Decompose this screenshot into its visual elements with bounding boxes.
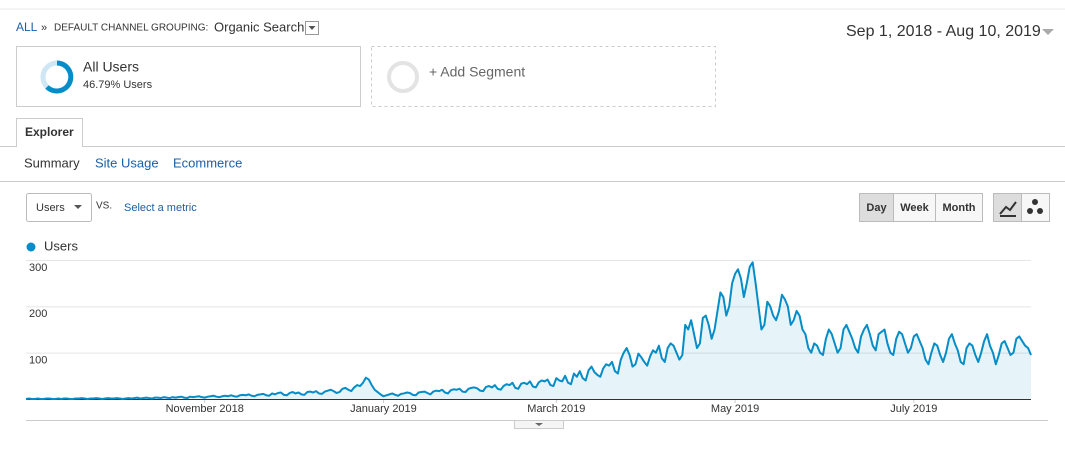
x-tick-label: January 2019 bbox=[350, 403, 417, 415]
x-tick-label: March 2019 bbox=[527, 403, 585, 415]
dropdown-arrow bbox=[308, 26, 316, 30]
dropdown-arrow bbox=[74, 205, 82, 209]
add-segment-card[interactable] bbox=[371, 46, 716, 107]
granularity-button[interactable] bbox=[859, 193, 894, 222]
line bbox=[25, 261, 1032, 400]
granularity-button[interactable] bbox=[935, 193, 983, 222]
motion-icon bbox=[1037, 208, 1043, 214]
subtab[interactable]: Summary bbox=[24, 155, 80, 170]
legend-label: Users bbox=[44, 238, 78, 253]
subtab[interactable]: Ecommerce bbox=[173, 155, 242, 170]
handle-arrow bbox=[535, 423, 543, 426]
segment-card[interactable] bbox=[16, 46, 361, 107]
granularity-label: Week bbox=[900, 202, 929, 214]
metric-label: Users bbox=[36, 202, 65, 214]
motion-icon bbox=[1032, 199, 1038, 205]
breadcrumb-root[interactable]: ALL bbox=[16, 20, 38, 34]
y-tick-label: 100 bbox=[29, 355, 47, 367]
granularity-button[interactable] bbox=[893, 193, 936, 222]
motion-chart-button[interactable] bbox=[1021, 193, 1050, 222]
granularity-label: Day bbox=[866, 202, 887, 214]
chart: 100 200 300 November 2018 January 2019 March … bbox=[25, 238, 1032, 415]
y-tick-label: 200 bbox=[29, 308, 47, 320]
date-arrow bbox=[1042, 29, 1054, 35]
x-tick-label: November 2018 bbox=[166, 403, 244, 415]
line-chart-icon bbox=[999, 201, 1017, 217]
tab-label: Explorer bbox=[25, 125, 74, 139]
metric-dropdown[interactable] bbox=[26, 193, 92, 222]
dimension-value: Organic Search bbox=[214, 19, 304, 34]
dimension-label: DEFAULT CHANNEL GROUPING: bbox=[54, 23, 208, 34]
date-range[interactable]: Sep 1, 2018 - Aug 10, 2019 bbox=[846, 23, 1041, 40]
breadcrumb-separator: » bbox=[41, 22, 47, 34]
y-tick-label: 300 bbox=[29, 262, 47, 274]
segment-name: All Users bbox=[83, 59, 139, 75]
tab[interactable] bbox=[16, 118, 83, 148]
add-segment[interactable]: + Add Segment bbox=[429, 64, 525, 80]
granularity-label: Month bbox=[943, 202, 976, 214]
add-segment-ring bbox=[387, 61, 419, 93]
area bbox=[26, 262, 1031, 399]
x-tick-label: July 2019 bbox=[890, 403, 937, 415]
segment-detail: 46.79% Users bbox=[83, 79, 153, 91]
motion-icon bbox=[1027, 208, 1033, 214]
select-metric[interactable]: Select a metric bbox=[124, 202, 197, 214]
segment-ring bbox=[45, 60, 74, 94]
x-tick-label: May 2019 bbox=[711, 403, 759, 415]
vs-label: VS. bbox=[96, 201, 112, 212]
legend-marker bbox=[26, 242, 36, 252]
subtab[interactable]: Site Usage bbox=[95, 155, 159, 170]
